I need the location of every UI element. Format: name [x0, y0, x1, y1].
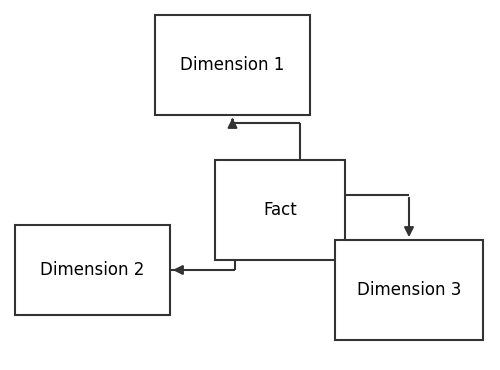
Text: Dimension 3: Dimension 3 [357, 281, 461, 299]
Text: Dimension 1: Dimension 1 [180, 56, 284, 74]
FancyBboxPatch shape [335, 240, 483, 340]
Text: Fact: Fact [263, 201, 297, 219]
FancyBboxPatch shape [15, 225, 170, 315]
Text: Dimension 2: Dimension 2 [40, 261, 144, 279]
FancyBboxPatch shape [155, 15, 310, 115]
FancyBboxPatch shape [215, 160, 345, 260]
